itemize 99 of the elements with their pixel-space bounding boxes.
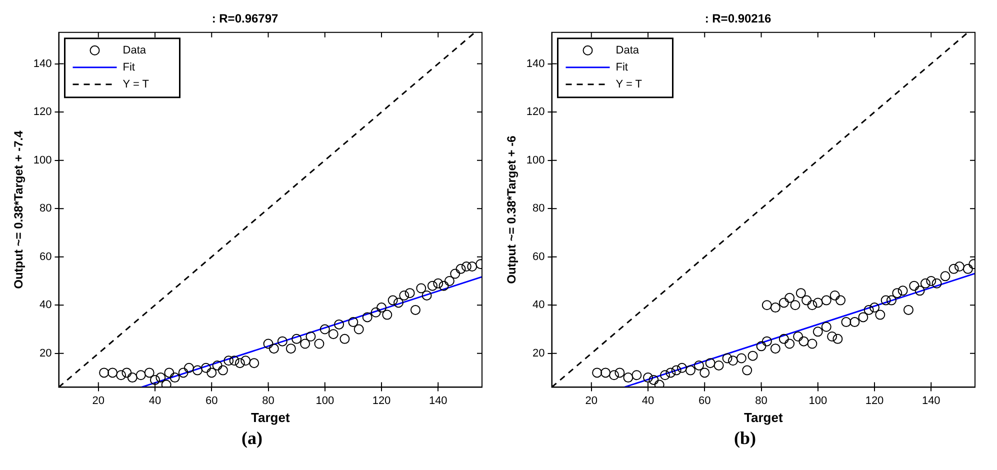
- x-tick-label: 120: [865, 394, 884, 407]
- point: [467, 262, 478, 272]
- point: [362, 312, 372, 322]
- y-tick-label: 80: [40, 202, 52, 215]
- point: [314, 338, 324, 349]
- x-tick-label: 140: [428, 394, 448, 407]
- point: [320, 324, 330, 334]
- x-tick-label: 80: [262, 394, 274, 407]
- point: [393, 298, 404, 308]
- point: [229, 356, 240, 366]
- point: [268, 344, 279, 354]
- point: [212, 360, 222, 370]
- point: [456, 264, 466, 274]
- point: [127, 372, 138, 383]
- chart-title: : R=0.90216: [704, 12, 772, 26]
- point: [116, 370, 126, 380]
- point: [224, 356, 234, 366]
- point: [300, 338, 310, 349]
- y-tick-label: 60: [532, 250, 545, 263]
- point: [178, 368, 188, 378]
- point: [218, 365, 228, 376]
- point: [240, 356, 251, 366]
- x-tick-label: 100: [316, 394, 334, 407]
- point: [334, 319, 344, 330]
- point: [156, 372, 166, 383]
- point: [370, 307, 381, 318]
- y-tick-label: 120: [33, 106, 52, 118]
- point: [122, 368, 132, 378]
- point: [399, 290, 410, 300]
- x-tick-label: 20: [92, 394, 105, 407]
- point: [354, 324, 364, 334]
- point: [108, 368, 118, 378]
- x-tick-label: 140: [922, 394, 940, 407]
- point: [340, 334, 350, 344]
- point: [328, 329, 338, 340]
- point: [234, 358, 245, 368]
- legend-label: Data: [616, 44, 640, 56]
- y-axis-title: Output ~= 0.38*Target + -6: [504, 135, 519, 284]
- point: [206, 368, 217, 378]
- legend-label: Fit: [616, 61, 628, 74]
- text: (b): [733, 427, 757, 450]
- legend-label: Data: [122, 44, 147, 56]
- chart-title: : R=0.96797: [212, 12, 279, 26]
- x-tick-label: 100: [808, 394, 828, 407]
- legend-label: Fit: [122, 61, 135, 74]
- point: [184, 362, 194, 373]
- x-tick-label: 40: [642, 394, 654, 407]
- point: [292, 334, 302, 344]
- y-tick-label: 60: [40, 250, 52, 263]
- legend-label: Y = T: [122, 78, 150, 90]
- y-tick-label: 20: [40, 347, 52, 360]
- legend-label: Y = T: [616, 78, 642, 90]
- x-tick-label: 40: [148, 394, 162, 407]
- x-axis-title: Target: [744, 410, 784, 425]
- point: [277, 336, 288, 346]
- y-tick-label: 40: [40, 299, 52, 312]
- point: [99, 368, 110, 378]
- point: [306, 332, 316, 342]
- x-tick-label: 60: [698, 394, 711, 407]
- point: [450, 268, 460, 279]
- y-tick-label: 100: [526, 154, 545, 166]
- x-tick-label: 120: [372, 394, 391, 407]
- point: [192, 365, 202, 376]
- point: [286, 344, 296, 354]
- y-tick-label: 20: [532, 347, 545, 360]
- point: [249, 358, 260, 368]
- y-tick-label: 140: [33, 58, 52, 70]
- point: [410, 304, 420, 315]
- point: [438, 280, 449, 291]
- y-tick-label: 40: [532, 299, 545, 312]
- y-tick-label: 140: [526, 58, 545, 70]
- point: [136, 370, 146, 380]
- point: [144, 368, 154, 378]
- y-tick-label: 120: [526, 106, 545, 118]
- y-tick-label: 100: [33, 154, 52, 166]
- point: [388, 295, 398, 306]
- point: [444, 276, 454, 286]
- point: [416, 283, 426, 294]
- text: (a): [240, 427, 264, 450]
- point: [422, 290, 432, 300]
- point: [348, 317, 358, 328]
- y-tick-label: 80: [532, 202, 545, 215]
- y-axis-title: Output ~= 0.38*Target + -7.4: [12, 130, 26, 289]
- point: [161, 380, 172, 388]
- point: [200, 362, 211, 373]
- point: [376, 302, 386, 313]
- point: [433, 278, 444, 288]
- x-tick-label: 80: [755, 394, 768, 407]
- point: [382, 310, 392, 320]
- point: [164, 368, 174, 378]
- point: [404, 288, 415, 298]
- point: [170, 372, 180, 383]
- point: [263, 338, 274, 349]
- x-tick-label: 20: [585, 394, 598, 407]
- point: [427, 280, 438, 291]
- point: [150, 374, 160, 385]
- point: [461, 262, 472, 272]
- x-tick-label: 60: [206, 394, 218, 407]
- x-axis-title: Target: [250, 410, 290, 425]
